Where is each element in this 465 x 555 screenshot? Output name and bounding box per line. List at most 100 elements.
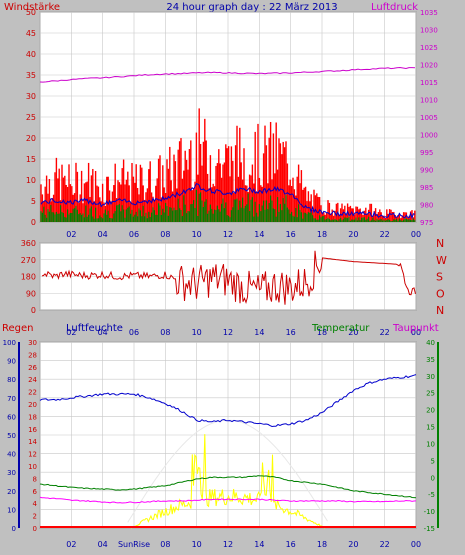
humidity-tick-label: 100 [3,339,16,347]
pressure-tick-label: 980 [420,202,433,210]
temp-tick-label: 0 [431,474,435,482]
x-tick-label: 12 [223,328,233,337]
solar-max-curve [127,419,328,523]
temp-tick-label: 15 [426,424,435,432]
temp-tick-label: -5 [428,491,435,499]
x-tick-label: 20 [348,540,358,549]
wind-tick-label: 30 [26,92,36,101]
humidity-tick-label: 60 [7,413,16,421]
x-tick-label: 20 [348,328,358,337]
humidity-tick-label: 50 [7,432,16,440]
x-tick-label: 00 [411,328,421,337]
temp-tick-label: -10 [424,508,435,516]
x-tick-label: 22 [380,328,390,337]
x-tick-label: 16 [286,328,296,337]
wind-tick-label: 0 [31,218,36,227]
wind-tick-label: 50 [26,8,36,17]
dewpoint-axis-title: Taupunkt [392,323,439,334]
wind-tick-label: 20 [26,134,36,143]
compass-letter: N [436,304,444,317]
rain-tick-label: 14 [28,438,37,446]
x-tick-label: 06 [129,230,139,239]
x-tick-label: 06 [129,328,139,337]
wind-tick-label: 10 [26,176,36,185]
wind-tick-label: 15 [26,155,36,164]
direction-tick-label: 0 [31,306,36,315]
temp-tick-label: 40 [426,339,435,347]
x-tick-label: 22 [380,540,390,549]
wind-tick-label: 35 [26,71,36,80]
x-tick-label: 16 [286,230,296,239]
dewpoint-line [39,496,417,504]
pressure-tick-label: 1030 [420,27,438,35]
x-tick-label: 02 [66,540,76,549]
compass-letter: O [436,287,445,300]
rain-tick-label: 6 [33,488,38,496]
wind-tick-label: 40 [26,50,36,59]
direction-tick-label: 180 [21,273,36,282]
temp-tick-label: -15 [424,525,435,533]
x-tick-label: 18 [317,540,327,549]
temp-tick-label: 30 [426,373,435,381]
temp-tick-label: 25 [426,390,435,398]
wind-axis-title: Windstärke [4,2,60,13]
pressure-tick-label: 1035 [420,9,438,17]
humidity-tick-label: 10 [7,506,16,514]
compass-letter: S [436,271,443,284]
temperature-line [39,475,417,499]
rain-tick-label: 20 [28,401,37,409]
humidity-tick-label: 90 [7,358,16,366]
rain-tick-label: 10 [28,463,37,471]
rain-tick-label: 4 [33,500,38,508]
x-tick-label: SunRise [118,540,150,549]
x-tick-label: 04 [98,328,108,337]
x-tick-label: 08 [160,230,170,239]
pressure-tick-label: 995 [420,149,433,157]
rain-tick-label: 2 [33,513,37,521]
humidity-tick-label: 70 [7,395,16,403]
pressure-tick-label: 1010 [420,97,438,105]
humidity-tick-label: 30 [7,469,16,477]
x-tick-label: 14 [254,328,264,337]
wind-tick-label: 45 [26,29,36,38]
rain-tick-label: 28 [28,351,37,359]
compass-letter: W [436,254,447,267]
rain-tick-label: 30 [28,339,37,347]
x-tick-label: 22 [380,230,390,239]
humidity-tick-label: 0 [12,525,16,533]
rain-axis-title: Regen [2,323,34,334]
x-tick-label: 02 [66,230,76,239]
temp-tick-label: 5 [431,457,435,465]
direction-tick-label: 270 [21,256,36,265]
pressure-tick-label: 1005 [420,114,438,122]
wind-tick-label: 25 [26,113,36,122]
rain-tick-label: 24 [28,376,37,384]
pressure-tick-label: 1025 [420,44,438,52]
x-tick-label: 10 [192,540,202,549]
x-tick-label: 02 [66,328,76,337]
x-tick-label: 00 [411,230,421,239]
x-tick-label: 10 [192,328,202,337]
rain-tick-label: 26 [28,364,37,372]
direction-tick-label: 90 [26,289,36,298]
pressure-tick-label: 1000 [420,132,438,140]
humidity-line [39,374,417,428]
direction-line [41,250,416,305]
x-tick-label: 20 [348,230,358,239]
humidity-tick-label: 20 [7,488,16,496]
rain-tick-label: 8 [33,475,37,483]
wind-mean-line [40,183,415,220]
x-tick-label: 08 [160,328,170,337]
x-tick-label: 04 [98,230,108,239]
x-tick-label: 04 [98,540,108,549]
compass-letter: N [436,237,444,250]
rain-tick-label: 16 [28,426,37,434]
temp-tick-label: 20 [426,407,435,415]
x-tick-label: 12 [223,540,233,549]
humidity-axis-title: Luftfeuchte [66,323,123,334]
pressure-axis-title: Luftdruck [371,2,418,13]
humidity-tick-label: 40 [7,451,16,459]
temp-tick-label: 10 [426,440,435,448]
